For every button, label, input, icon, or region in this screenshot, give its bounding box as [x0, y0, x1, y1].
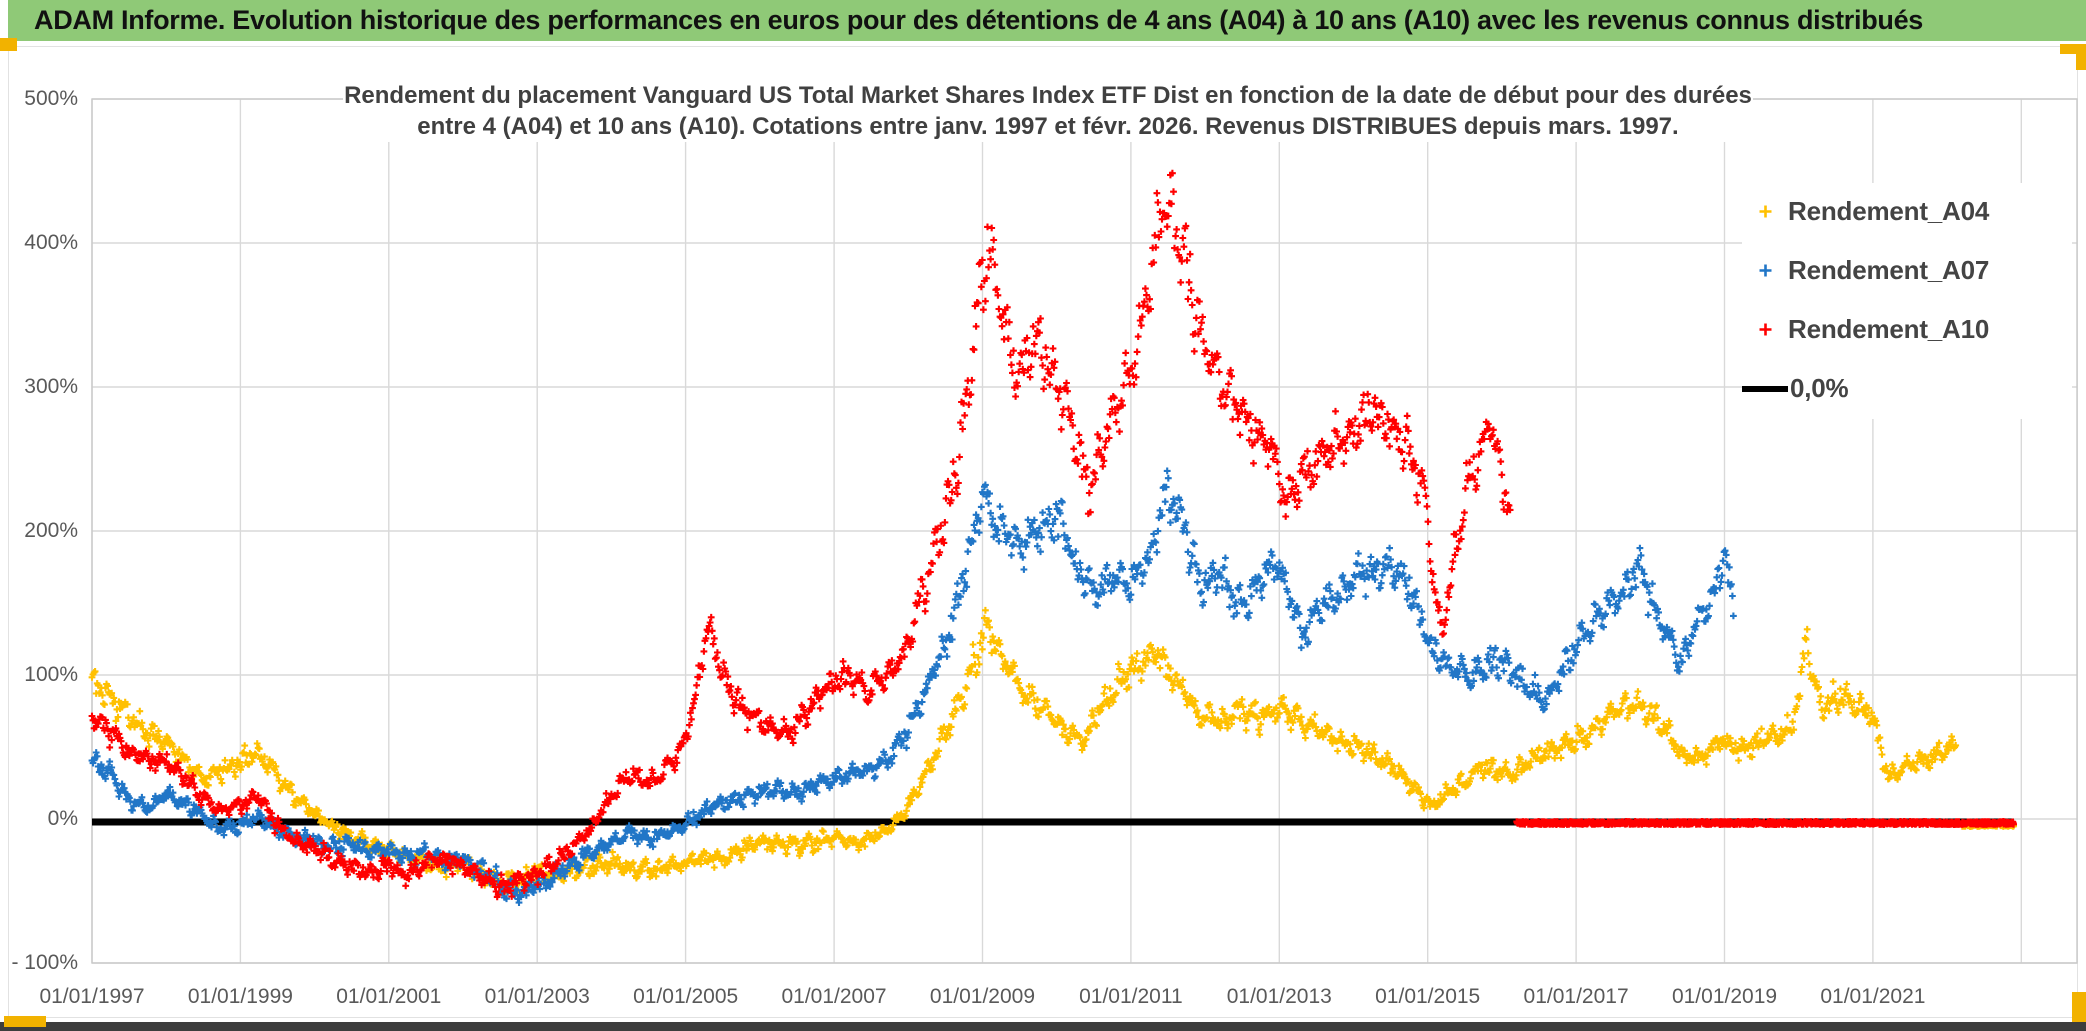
x-tick-label: 01/01/2005 [633, 985, 739, 1008]
y-tick-label: 500% [24, 87, 78, 110]
y-tick-label: 400% [24, 231, 78, 254]
legend-item-a07[interactable]: Rendement_A07 [1742, 250, 2072, 290]
legend-item-zero-line[interactable]: 0,0% [1742, 369, 2072, 409]
y-tick-label: 0% [47, 807, 78, 830]
y-tick-label: 300% [24, 375, 78, 398]
x-tick-label: 01/01/2001 [336, 985, 442, 1008]
zero-fill-band-rendement_a10 [1513, 818, 2017, 828]
y-tick-label: 200% [24, 519, 78, 542]
header-banner-title: ADAM Informe. Evolution historique des p… [34, 5, 1924, 35]
scatter-series-rendement_a07 [88, 467, 1737, 906]
chart-legend: Rendement_A04 Rendement_A07 Rendement_A1… [1742, 183, 2072, 419]
x-tick-label: 01/01/2015 [1375, 985, 1481, 1008]
y-tick-label: - 100% [11, 951, 78, 974]
plus-marker-icon-a07 [1742, 263, 1788, 278]
x-tick-label: 01/01/2011 [1079, 985, 1183, 1008]
plus-marker-icon-a04 [1742, 204, 1788, 219]
x-tick-label: 01/01/2021 [1820, 985, 1926, 1008]
legend-item-a10[interactable]: Rendement_A10 [1742, 310, 2072, 350]
legend-label-a07: Rendement_A07 [1788, 254, 1990, 285]
corner-accent-top-right-h [2060, 44, 2086, 54]
corner-accent-bottom-left [4, 1016, 46, 1027]
y-tick-label: 100% [24, 663, 78, 686]
corner-accent-top-right-v [2076, 44, 2086, 70]
header-banner: ADAM Informe. Evolution historique des p… [8, 0, 2086, 41]
corner-accent-top-left [0, 38, 17, 51]
chart-frame [8, 46, 2078, 1018]
x-tick-label: 01/01/2019 [1671, 985, 1778, 1008]
x-tick-label: 01/01/2009 [929, 985, 1035, 1008]
zero-line-swatch-icon [1742, 385, 1788, 392]
chart-title: Rendement du placement Vanguard US Total… [343, 80, 1753, 142]
x-tick-label: 01/01/2003 [484, 985, 590, 1008]
x-tick-label: 01/01/2007 [781, 985, 887, 1008]
x-tick-label: 01/01/1997 [39, 985, 145, 1008]
x-tick-label: 01/01/1999 [187, 985, 293, 1008]
chart-title-line1: Rendement du placement Vanguard US Total… [344, 82, 1752, 109]
corner-accent-bottom-right [2072, 992, 2086, 1022]
legend-label-a04: Rendement_A04 [1788, 195, 1990, 226]
chart-title-line2: entre 4 (A04) et 10 ans (A10). Cotations… [417, 113, 1679, 140]
legend-item-a04[interactable]: Rendement_A04 [1742, 191, 2072, 231]
scatter-series-rendement_a10 [88, 169, 1514, 901]
legend-label-zero: 0,0% [1790, 373, 1849, 404]
legend-label-a10: Rendement_A10 [1788, 314, 1990, 345]
x-tick-label: 01/01/2017 [1523, 985, 1629, 1008]
x-tick-label: 01/01/2013 [1226, 985, 1332, 1008]
bottom-window-bar [0, 1022, 2086, 1031]
plus-marker-icon-a10 [1742, 322, 1788, 337]
